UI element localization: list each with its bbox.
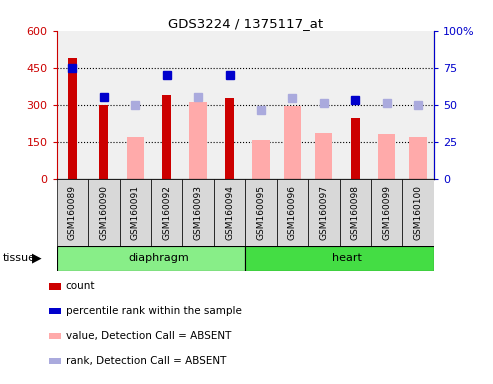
Bar [277,179,308,246]
Text: GSM160093: GSM160093 [194,185,203,240]
Text: heart: heart [332,253,362,263]
Text: value, Detection Call = ABSENT: value, Detection Call = ABSENT [66,331,231,341]
Bar [340,179,371,246]
Bar [410,137,427,179]
Bar [189,102,207,179]
Bar [402,179,434,246]
Bar [252,141,270,179]
Text: GSM160098: GSM160098 [351,185,360,240]
Text: GSM160096: GSM160096 [288,185,297,240]
Title: GDS3224 / 1375117_at: GDS3224 / 1375117_at [168,17,323,30]
Bar [351,118,360,179]
Bar [284,106,301,179]
Text: GSM160097: GSM160097 [319,185,328,240]
Text: GSM160099: GSM160099 [382,185,391,240]
Text: rank, Detection Call = ABSENT: rank, Detection Call = ABSENT [66,356,226,366]
Text: GSM160089: GSM160089 [68,185,77,240]
Text: count: count [66,281,95,291]
Bar [245,179,277,246]
Bar [151,179,182,246]
Text: percentile rank within the sample: percentile rank within the sample [66,306,242,316]
Text: GSM160095: GSM160095 [256,185,266,240]
Bar [127,137,144,179]
Bar [57,179,88,246]
Bar [308,179,340,246]
Bar [100,105,108,179]
Bar [182,179,214,246]
Bar [214,179,246,246]
Text: GSM160091: GSM160091 [131,185,140,240]
Text: GSM160100: GSM160100 [414,185,423,240]
Bar [378,134,395,179]
Bar [371,179,402,246]
Text: tissue: tissue [2,253,35,263]
Bar [245,246,434,271]
Text: GSM160092: GSM160092 [162,185,171,240]
Text: diaphragm: diaphragm [129,253,189,263]
Bar [88,179,119,246]
Bar [225,98,234,179]
Bar [119,179,151,246]
Bar [57,246,245,271]
Text: GSM160094: GSM160094 [225,185,234,240]
Text: ▶: ▶ [32,252,42,265]
Bar [68,58,77,179]
Bar [315,133,332,179]
Text: GSM160090: GSM160090 [99,185,108,240]
Bar [162,95,171,179]
